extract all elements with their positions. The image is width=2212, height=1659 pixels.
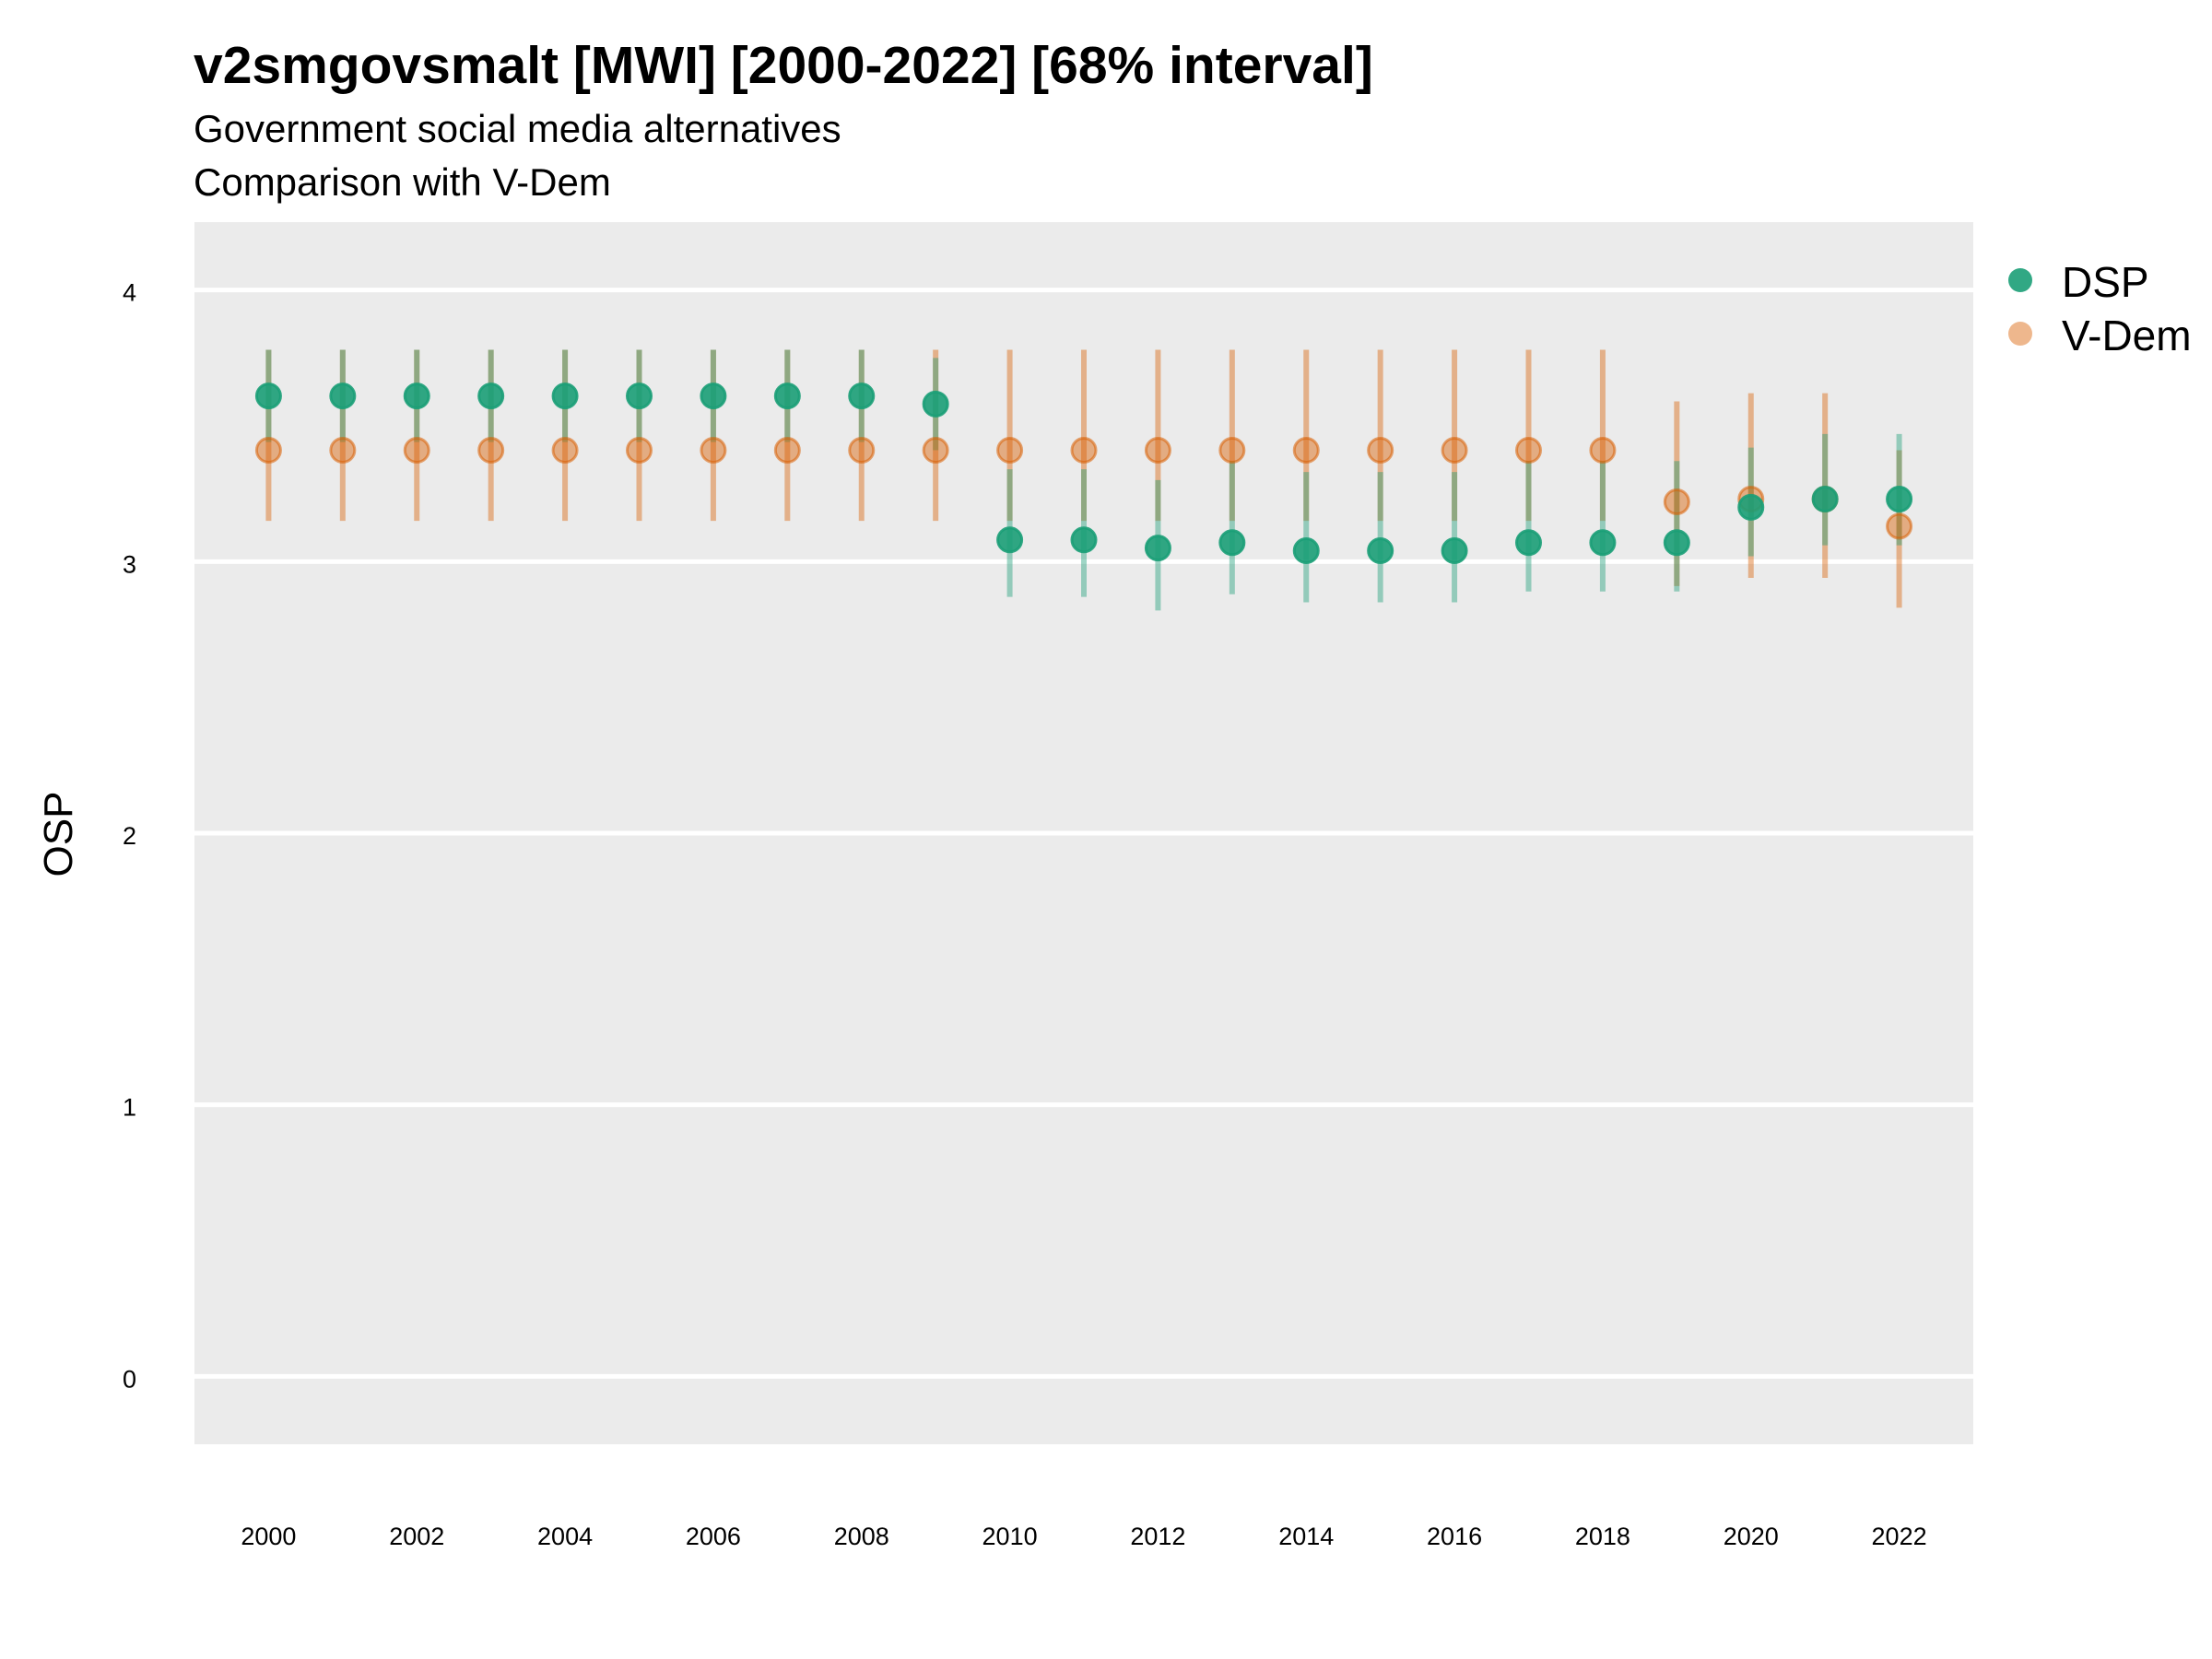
- point-dsp: [1886, 486, 1913, 513]
- x-tick-label: 2008: [834, 1523, 889, 1550]
- point-v-dem: [1663, 488, 1690, 516]
- x-tick-label: 2012: [1130, 1523, 1185, 1550]
- point-v-dem: [1218, 437, 1246, 465]
- point-v-dem: [1292, 437, 1320, 465]
- x-tick-labels: 2000 2002 2004 2006 2008 2010 2012 2014 2016 2018…: [241, 1523, 1926, 1550]
- point-dsp: [1663, 529, 1690, 557]
- chart-title: v2smgovsmalt [MWI] [2000-2022] [68% inte…: [194, 36, 1373, 95]
- point-v-dem: [996, 437, 1024, 465]
- y-tick-label: 2: [123, 822, 136, 850]
- y-tick-label: 4: [123, 279, 136, 307]
- y-axis-label: OSP: [36, 792, 81, 877]
- point-dsp: [477, 382, 505, 410]
- point-dsp: [254, 382, 282, 410]
- point-v-dem: [700, 437, 727, 465]
- point-v-dem: [1441, 437, 1468, 465]
- legend-label-dsp: DSP: [2062, 258, 2149, 306]
- point-v-dem: [1886, 512, 1913, 540]
- chart-caption: Comparison with V-Dem: [194, 160, 611, 204]
- point-dsp: [1811, 486, 1839, 513]
- point-dsp: [773, 382, 801, 410]
- point-dsp: [700, 382, 727, 410]
- point-dsp: [996, 526, 1024, 554]
- point-v-dem: [626, 437, 653, 465]
- legend-swatch-dsp: [2008, 268, 2032, 292]
- x-tick-label: 2000: [241, 1523, 296, 1550]
- x-tick-label: 2006: [686, 1523, 741, 1550]
- point-dsp: [848, 382, 876, 410]
- point-dsp: [329, 382, 357, 410]
- x-tick-label: 2022: [1872, 1523, 1927, 1550]
- point-dsp: [1070, 526, 1098, 554]
- point-dsp: [403, 382, 430, 410]
- point-v-dem: [1070, 437, 1098, 465]
- point-v-dem: [1589, 437, 1617, 465]
- point-dsp: [1367, 537, 1394, 565]
- y-tick-label: 3: [123, 550, 136, 578]
- point-v-dem: [1367, 437, 1394, 465]
- point-v-dem: [922, 437, 949, 465]
- point-dsp: [1441, 537, 1468, 565]
- point-dsp: [1515, 529, 1542, 557]
- point-dsp: [551, 382, 579, 410]
- point-v-dem: [773, 437, 801, 465]
- point-v-dem: [848, 437, 876, 465]
- x-tick-label: 2004: [537, 1523, 593, 1550]
- point-dsp: [626, 382, 653, 410]
- point-v-dem: [329, 437, 357, 465]
- chart-subtitle: Government social media alternatives: [194, 107, 841, 150]
- point-dsp: [1292, 537, 1320, 565]
- x-tick-label: 2014: [1278, 1523, 1334, 1550]
- x-tick-label: 2018: [1575, 1523, 1630, 1550]
- point-dsp: [922, 390, 949, 418]
- data-marks: [254, 349, 1913, 611]
- point-dsp: [1737, 493, 1765, 521]
- point-v-dem: [477, 437, 505, 465]
- point-dsp: [1218, 529, 1246, 557]
- x-tick-label: 2016: [1427, 1523, 1482, 1550]
- point-v-dem: [551, 437, 579, 465]
- legend-swatch-vdem: [2008, 322, 2032, 346]
- grid-lines: [194, 288, 1973, 1379]
- y-tick-labels: 0 1 2 3 4: [123, 279, 136, 1394]
- point-dsp: [1144, 535, 1171, 562]
- x-tick-label: 2002: [389, 1523, 444, 1550]
- x-tick-label: 2010: [982, 1523, 1038, 1550]
- point-v-dem: [1144, 437, 1171, 465]
- point-v-dem: [254, 437, 282, 465]
- point-v-dem: [1515, 437, 1542, 465]
- legend-label-vdem: V-Dem: [2062, 312, 2192, 359]
- y-tick-label: 0: [123, 1365, 136, 1393]
- y-tick-label: 1: [123, 1094, 136, 1122]
- point-dsp: [1589, 529, 1617, 557]
- x-tick-label: 2020: [1724, 1523, 1779, 1550]
- point-v-dem: [403, 437, 430, 465]
